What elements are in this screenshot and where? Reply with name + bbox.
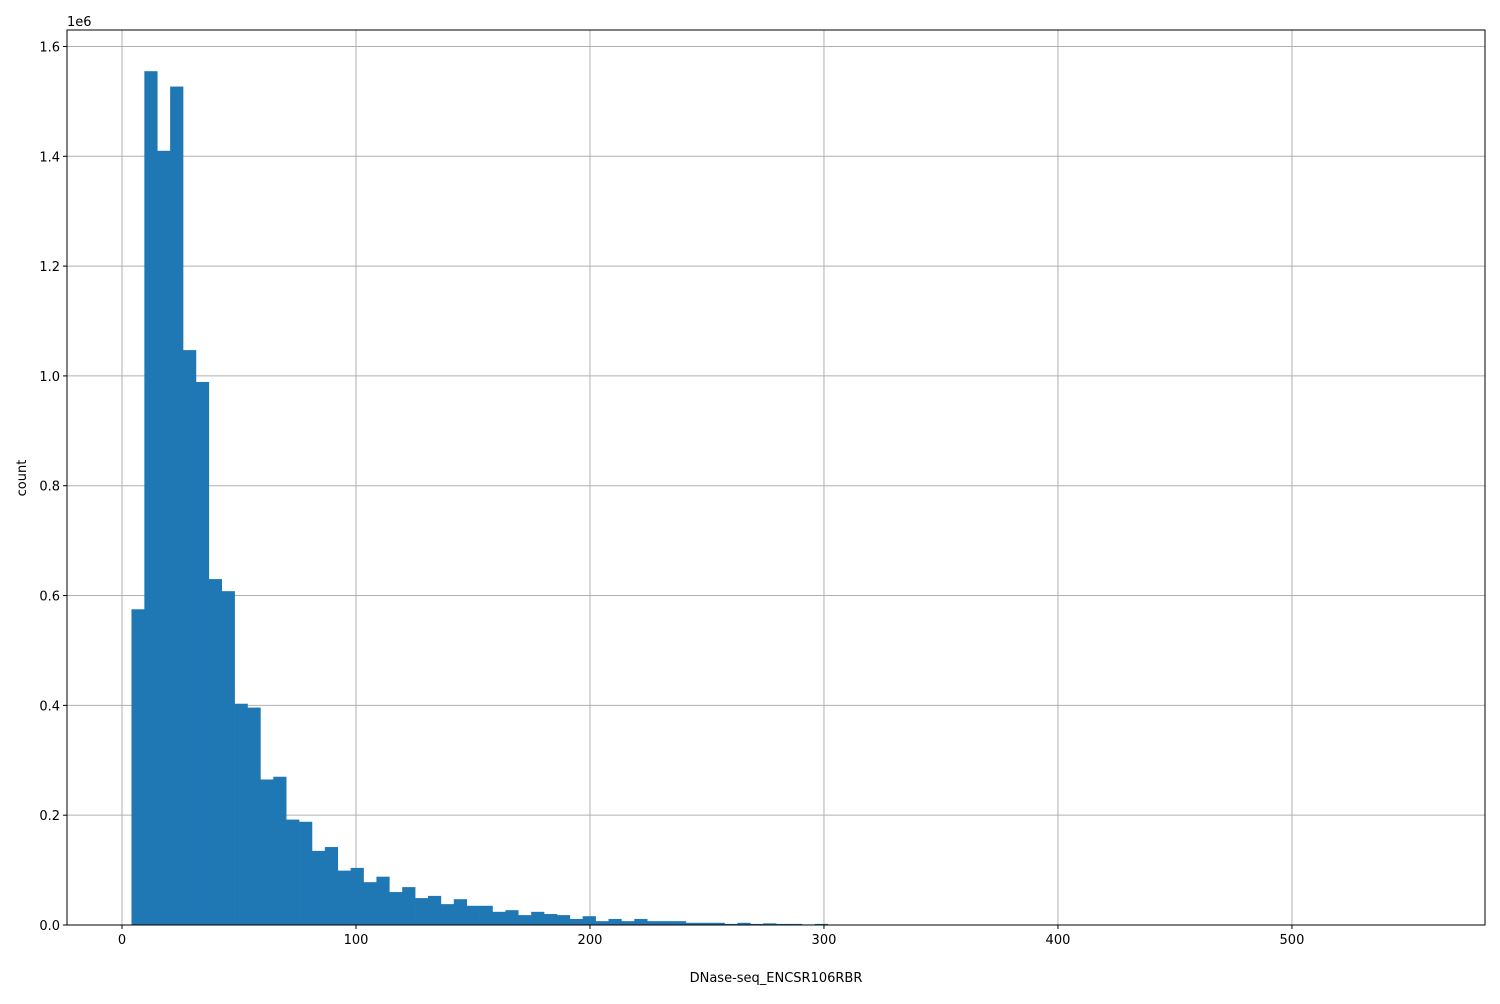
histogram-bar <box>763 923 777 925</box>
histogram-bar <box>428 895 442 925</box>
histogram-bar <box>466 905 480 925</box>
histogram-bar <box>531 911 545 925</box>
histogram-bar <box>247 707 261 925</box>
y-tick-label: 0.6 <box>39 590 60 605</box>
histogram-bar <box>711 922 725 925</box>
y-offset-text: 1e6 <box>67 15 92 30</box>
x-axis-label: DNase-seq_ENCSR106RBR <box>690 971 863 986</box>
histogram-bar <box>415 898 429 925</box>
y-tick-label: 1.2 <box>39 260 60 275</box>
histogram-bar <box>376 876 390 925</box>
histogram-bar <box>170 86 184 925</box>
x-tick-label: 400 <box>1046 933 1071 948</box>
histogram-bar <box>234 703 248 925</box>
x-tick-label: 300 <box>812 933 837 948</box>
histogram-bar <box>582 916 596 925</box>
histogram-bar <box>337 870 351 925</box>
y-axis-ticks: 0.0 0.2 0.4 0.6 0.8 1.0 1.2 1.4 1.6 <box>39 40 67 934</box>
y-tick-label: 1.4 <box>39 150 60 165</box>
histogram-bar <box>750 923 764 925</box>
y-tick-label: 1.0 <box>39 370 60 385</box>
histogram-bar <box>814 923 828 925</box>
histogram-bar <box>698 922 712 925</box>
histogram-bar <box>518 915 532 925</box>
histogram-bar <box>479 905 493 925</box>
x-tick-label: 100 <box>344 933 369 948</box>
histogram-bar <box>389 892 403 925</box>
histogram-bar <box>144 71 158 926</box>
histogram-bar <box>647 921 661 925</box>
y-tick-label: 0.0 <box>39 919 60 934</box>
histogram-bar <box>299 821 313 925</box>
grid-lines <box>67 30 1485 926</box>
histogram-bar <box>621 921 635 925</box>
histogram-bar <box>273 776 287 925</box>
histogram-bar <box>672 921 687 925</box>
histogram-bar <box>556 915 571 925</box>
histogram-bar <box>569 918 584 925</box>
histogram-bar <box>453 899 467 925</box>
x-tick-label: 200 <box>578 933 603 948</box>
histogram-bars <box>131 71 880 926</box>
y-tick-label: 0.4 <box>39 699 60 714</box>
histogram-bar <box>260 779 274 925</box>
histogram-bar <box>737 922 751 925</box>
plot-frame <box>66 29 1486 926</box>
histogram-bar <box>608 918 622 925</box>
histogram-bar <box>402 887 416 925</box>
histogram-bar <box>776 923 790 925</box>
y-axis-label: count <box>15 460 30 497</box>
histogram-bar <box>311 850 326 925</box>
histogram-bar <box>544 914 558 925</box>
histogram-bar <box>324 847 339 925</box>
histogram-bar <box>724 923 738 925</box>
histogram-bar <box>363 882 377 925</box>
x-axis-ticks: 0 100 200 300 400 500 <box>118 925 1305 948</box>
histogram-bar <box>505 910 519 925</box>
histogram-bar <box>789 923 803 925</box>
y-tick-label: 0.8 <box>39 480 60 495</box>
histogram-bar <box>195 381 210 926</box>
histogram-bar <box>685 922 700 925</box>
histogram-bar <box>634 918 648 925</box>
y-tick-label: 1.6 <box>39 40 60 55</box>
histogram-bar <box>208 579 223 925</box>
histogram-bar <box>595 921 609 925</box>
histogram-bar <box>286 819 300 925</box>
histogram-bar <box>492 911 506 925</box>
histogram-bar <box>131 609 145 925</box>
histogram-bar <box>350 867 364 925</box>
histogram-bar <box>440 904 455 925</box>
x-tick-label: 0 <box>118 933 126 948</box>
y-tick-label: 0.2 <box>39 809 60 824</box>
histogram-bar <box>157 150 171 925</box>
histogram-bar <box>183 350 197 925</box>
histogram-bar <box>660 921 674 925</box>
histogram-bar <box>221 591 235 925</box>
x-tick-label: 500 <box>1280 933 1305 948</box>
